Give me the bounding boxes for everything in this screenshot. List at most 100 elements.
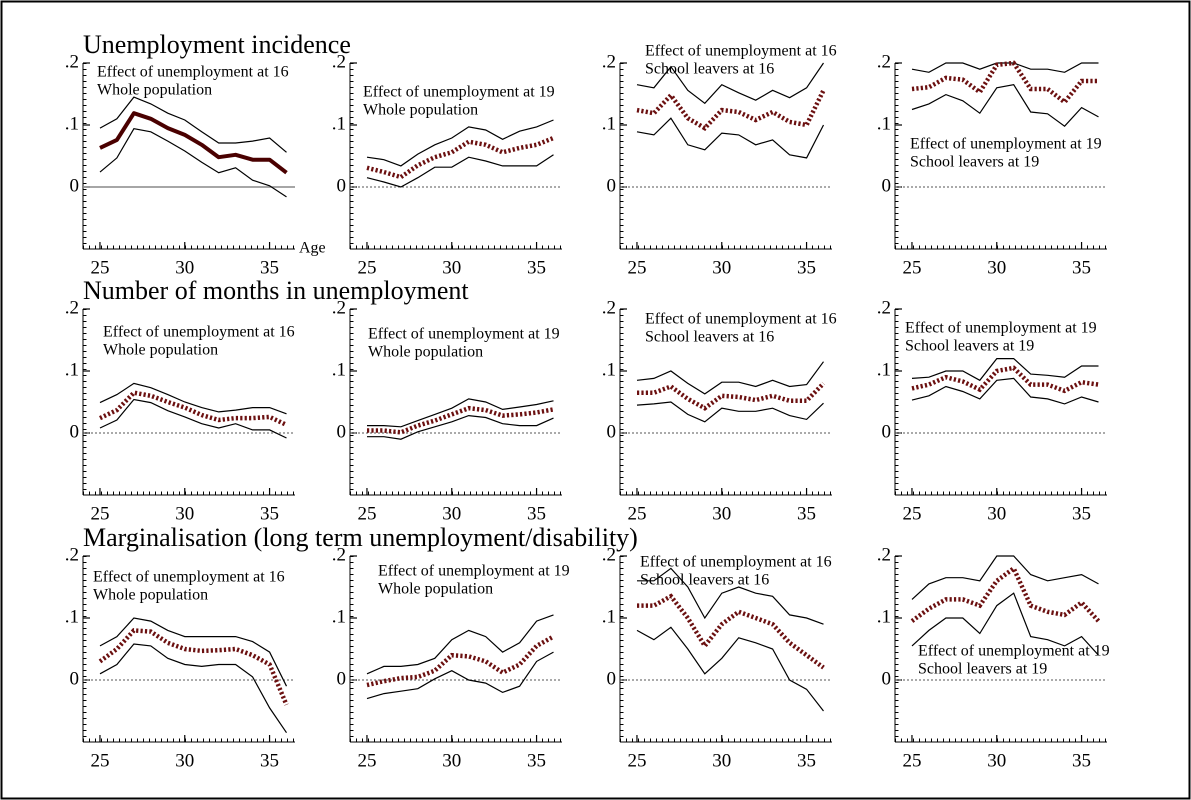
panel-note: School leavers at 16 xyxy=(645,329,774,346)
x-tick-label: 25 xyxy=(627,750,646,771)
y-tick-label: .2 xyxy=(602,544,616,565)
series-line xyxy=(636,117,825,159)
panel-note: School leavers at 16 xyxy=(640,572,769,589)
series-line xyxy=(636,62,824,105)
series-line xyxy=(99,617,288,687)
panel-note: Whole population xyxy=(378,581,493,598)
y-tick-label: 0 xyxy=(70,421,80,442)
series-line xyxy=(99,111,288,175)
y-tick-label: .1 xyxy=(332,113,346,134)
x-tick-label: 25 xyxy=(902,503,921,524)
x-tick-label: 25 xyxy=(357,257,376,278)
y-tick-label: .2 xyxy=(877,51,891,72)
series-line xyxy=(910,564,1101,623)
x-tick-label: 35 xyxy=(527,750,546,771)
series-line xyxy=(636,626,824,712)
series-line xyxy=(99,643,287,734)
series-line xyxy=(911,365,1099,394)
series-line xyxy=(367,398,554,428)
x-tick-label: 30 xyxy=(442,503,461,524)
x-tick-label: 35 xyxy=(260,750,279,771)
x-tick-label: 35 xyxy=(1072,257,1091,278)
series-line xyxy=(911,84,1099,128)
y-tick-label: 0 xyxy=(607,421,617,442)
series-line xyxy=(99,96,287,153)
y-tick-label: .1 xyxy=(602,113,616,134)
y-tick-label: .2 xyxy=(332,51,346,72)
panel-note: Whole population xyxy=(97,82,212,99)
series-line xyxy=(367,405,554,435)
y-tick-label: .2 xyxy=(65,297,79,318)
y-tick-label: .2 xyxy=(602,297,616,318)
series-line xyxy=(366,651,554,700)
y-tick-label: .1 xyxy=(65,113,79,134)
panel-note: Effect of unemployment at 16 xyxy=(640,554,832,571)
x-tick-label: 35 xyxy=(260,257,279,278)
x-axis-label: Age xyxy=(299,240,326,257)
x-tick-label: 25 xyxy=(627,503,646,524)
series-line xyxy=(911,358,1099,382)
row-title: Number of months in unemployment xyxy=(83,276,469,305)
series-line xyxy=(366,154,554,188)
series-line xyxy=(99,382,287,415)
y-tick-label: .1 xyxy=(65,606,79,627)
panel-note: Effect of unemployment at 19 xyxy=(910,136,1102,153)
series-line xyxy=(99,398,287,439)
panel-note: School leavers at 19 xyxy=(905,338,1034,355)
x-tick-label: 25 xyxy=(357,750,376,771)
series-line xyxy=(911,377,1099,405)
panel-note: School leavers at 19 xyxy=(918,661,1047,678)
series-line xyxy=(366,119,554,167)
y-tick-label: 0 xyxy=(337,668,347,689)
x-tick-label: 25 xyxy=(902,257,921,278)
series-line xyxy=(637,567,824,625)
x-tick-label: 30 xyxy=(442,257,461,278)
panel-note: Effect of unemployment at 19 xyxy=(378,563,570,580)
series-line xyxy=(636,401,824,423)
y-tick-label: .2 xyxy=(65,544,79,565)
y-tick-label: 0 xyxy=(70,668,80,689)
x-tick-label: 30 xyxy=(987,503,1006,524)
series-line xyxy=(636,361,824,395)
x-tick-label: 35 xyxy=(527,257,546,278)
x-tick-label: 25 xyxy=(902,750,921,771)
panel-note: Effect of unemployment at 16 xyxy=(97,64,289,81)
x-tick-label: 35 xyxy=(797,257,816,278)
y-tick-label: .1 xyxy=(65,359,79,380)
y-tick-label: .1 xyxy=(332,606,346,627)
y-tick-label: 0 xyxy=(882,175,892,196)
x-tick-label: 35 xyxy=(797,750,816,771)
panel-note: Whole population xyxy=(368,344,483,361)
panel-note: School leavers at 19 xyxy=(910,154,1039,171)
x-tick-label: 25 xyxy=(357,503,376,524)
y-tick-label: .2 xyxy=(877,297,891,318)
series-line xyxy=(911,592,1099,656)
x-tick-label: 25 xyxy=(627,257,646,278)
series-line xyxy=(637,381,826,411)
y-tick-label: .2 xyxy=(602,51,616,72)
x-tick-label: 35 xyxy=(1072,503,1091,524)
row-title: Unemployment incidence xyxy=(83,30,351,59)
x-tick-label: 30 xyxy=(442,750,461,771)
x-tick-label: 30 xyxy=(712,503,731,524)
x-tick-label: 30 xyxy=(987,750,1006,771)
series-line xyxy=(911,555,1099,600)
panel-note: Whole population xyxy=(363,102,478,119)
series-line xyxy=(366,634,555,688)
x-tick-label: 30 xyxy=(987,257,1006,278)
y-tick-label: .2 xyxy=(332,544,346,565)
panel-note: Whole population xyxy=(103,342,218,359)
panel-note: Effect of unemployment at 19 xyxy=(363,84,555,101)
y-tick-label: .1 xyxy=(332,359,346,380)
y-tick-label: .2 xyxy=(332,297,346,318)
y-tick-label: .2 xyxy=(877,544,891,565)
series-line xyxy=(366,614,554,675)
y-tick-label: .1 xyxy=(877,359,891,380)
x-tick-label: 30 xyxy=(175,257,194,278)
panel-note: Whole population xyxy=(93,587,208,604)
x-tick-label: 25 xyxy=(90,750,109,771)
x-tick-label: 35 xyxy=(260,503,279,524)
panel-note: Effect of unemployment at 16 xyxy=(645,311,837,328)
